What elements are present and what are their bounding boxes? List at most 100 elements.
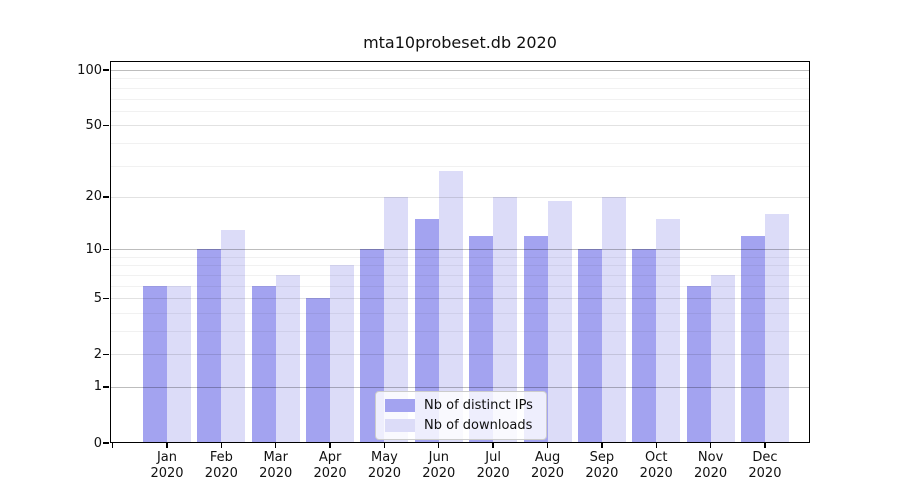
y-tick-label-100: 100: [77, 62, 102, 78]
gridline-y-2: [110, 354, 810, 356]
x-tick-label-oct: Oct 2020: [629, 450, 683, 482]
x-tick-label-jul: Jul 2020: [466, 450, 520, 482]
bar-downloads-oct: [656, 218, 681, 443]
x-tick-mark-2: [220, 443, 223, 448]
x-tick-month-jul: Jul: [485, 450, 501, 465]
x-tick-year-may: 2020: [367, 466, 401, 481]
x-tick-mark-5: [383, 443, 386, 448]
x-tick-mark-6: [438, 443, 440, 448]
x-tick-label-feb: Feb 2020: [194, 450, 248, 482]
gridline-y-10: [110, 249, 810, 251]
x-tick-year-dec: 2020: [748, 466, 782, 481]
x-tick-year-oct: 2020: [639, 466, 673, 481]
legend-entry-downloads: Nb of downloads: [385, 418, 537, 433]
bar-distinct-ips-oct: [632, 249, 657, 443]
y-tick-mark-50: [103, 124, 109, 126]
gridline-y-4: [110, 312, 810, 314]
y-tick-mark-1: [103, 386, 109, 388]
x-tick-month-sep: Sep: [589, 450, 615, 465]
gridline-y-100: [110, 70, 810, 72]
gridline-y-90: [110, 78, 810, 80]
x-tick-month-may: May: [370, 450, 398, 465]
x-tick-mark-11: [709, 443, 712, 448]
bar-downloads-feb: [221, 229, 246, 443]
x-tick-mark-9: [601, 443, 603, 448]
x-tick-year-feb: 2020: [204, 466, 238, 481]
legend-swatch-downloads: [385, 419, 415, 432]
gridline-y-80: [110, 87, 810, 89]
bar-distinct-ips-jan: [143, 285, 167, 443]
gridline-y-9: [110, 256, 810, 258]
x-tick-label-jan: Jan 2020: [140, 450, 194, 482]
gridline-y-6: [110, 285, 810, 287]
x-tick-year-sep: 2020: [585, 466, 619, 481]
y-tick-mark-10: [103, 248, 109, 250]
bar-downloads-nov: [710, 274, 735, 443]
gridline-y-8: [110, 265, 810, 267]
x-tick-month-oct: Oct: [644, 450, 668, 465]
x-tick-month-mar: Mar: [263, 450, 288, 465]
gridline-y-1: [110, 386, 810, 388]
x-tick-mark-3: [275, 443, 277, 448]
y-tick-mark-5: [103, 297, 109, 299]
x-tick-month-nov: Nov: [697, 450, 724, 465]
x-tick-label-mar: Mar 2020: [249, 450, 303, 482]
y-tick-mark-0: [103, 442, 109, 444]
y-tick-label-0: 0: [93, 435, 102, 451]
legend-label-distinct-ips: Nb of distinct IPs: [424, 398, 533, 413]
x-tick-label-may: May 2020: [357, 450, 411, 482]
x-tick-year-aug: 2020: [530, 466, 565, 481]
legend-swatch-distinct-ips: [385, 399, 415, 412]
x-tick-mark-4: [329, 443, 331, 448]
legend-entry-distinct-ips: Nb of distinct IPs: [385, 398, 537, 413]
y-tick-label-10: 10: [85, 241, 102, 257]
x-tick-mark-10: [655, 443, 657, 448]
y-tick-label-20: 20: [85, 189, 102, 205]
bar-downloads-aug: [547, 200, 572, 443]
y-tick-mark-2: [103, 353, 109, 355]
gridline-y-50: [110, 125, 810, 127]
x-tick-label-sep: Sep 2020: [575, 450, 629, 482]
x-tick-label-apr: Apr 2020: [303, 450, 357, 482]
x-tick-label-jun: Jun 2020: [412, 450, 466, 482]
x-tick-label-dec: Dec 2020: [738, 450, 792, 482]
bar-distinct-ips-nov: [686, 285, 711, 443]
x-tick-mark-1: [166, 443, 168, 448]
x-tick-year-apr: 2020: [313, 466, 347, 481]
gridline-y-70: [110, 98, 810, 100]
gridline-y-7: [110, 274, 810, 276]
y-tick-label-50: 50: [85, 117, 102, 133]
x-tick-mark-7: [492, 443, 494, 448]
bar-distinct-ips-dec: [740, 235, 765, 443]
bar-downloads-apr: [330, 265, 355, 443]
legend: Nb of distinct IPs Nb of downloads: [375, 391, 547, 440]
bar-downloads-jan: [167, 285, 191, 443]
gridline-y-3: [110, 330, 810, 332]
gridline-y-40: [110, 142, 810, 144]
x-tick-month-jan: Jan: [156, 450, 178, 465]
bar-downloads-dec: [764, 214, 789, 443]
y-tick-label-2: 2: [93, 346, 102, 362]
y-tick-mark-20: [103, 196, 109, 198]
x-tick-month-apr: Apr: [318, 450, 342, 465]
chart-title: mta10probeset.db 2020: [363, 33, 557, 52]
x-tick-mark-8: [546, 443, 549, 448]
bar-downloads-mar: [275, 274, 300, 443]
bar-distinct-ips-mar: [251, 285, 276, 443]
x-tick-month-jun: Jun: [428, 450, 449, 465]
x-tick-month-feb: Feb: [209, 450, 233, 465]
x-tick-mark-0: [111, 443, 114, 448]
gridline-y-60: [110, 110, 810, 112]
x-tick-month-aug: Aug: [534, 450, 561, 465]
bar-distinct-ips-feb: [197, 249, 222, 443]
legend-label-downloads: Nb of downloads: [424, 418, 533, 433]
plot-canvas: [110, 61, 810, 443]
gridline-y-5: [110, 298, 810, 300]
x-tick-month-dec: Dec: [752, 450, 778, 465]
bar-distinct-ips-apr: [306, 298, 331, 443]
x-tick-label-aug: Aug 2020: [520, 450, 574, 482]
gridline-y-30: [110, 165, 810, 167]
y-tick-mark-100: [103, 69, 109, 71]
y-tick-label-1: 1: [93, 379, 102, 395]
